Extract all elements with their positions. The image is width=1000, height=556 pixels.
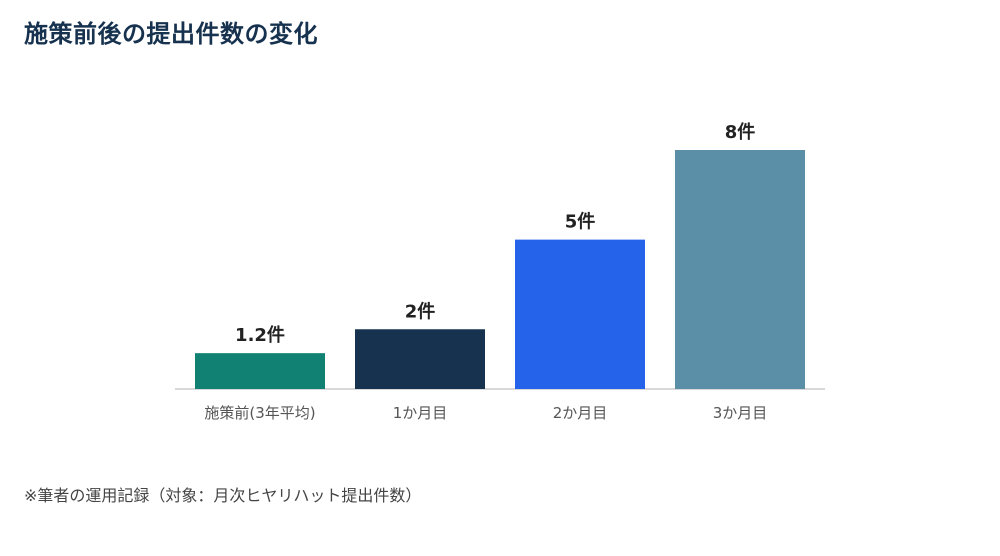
- x-tick-label-3: 3か月目: [713, 404, 768, 422]
- bar-1: [355, 329, 485, 389]
- bar-3: [675, 150, 805, 389]
- footnote: ※筆者の運用記録（対象：月次ヒヤリハット提出件数）: [24, 486, 422, 505]
- x-tick-label-1: 1か月目: [393, 404, 448, 422]
- bar-0: [195, 353, 325, 389]
- bar-2: [515, 239, 645, 389]
- data-label-2: 5件: [565, 211, 596, 233]
- data-label-1: 2件: [405, 300, 436, 322]
- x-tick-label-2: 2か月目: [553, 404, 608, 422]
- data-label-0: 1.2件: [235, 324, 285, 346]
- x-tick-label-0: 施策前(3年平均): [204, 404, 315, 422]
- page-title: 施策前後の提出件数の変化: [24, 20, 318, 48]
- data-label-3: 8件: [725, 121, 756, 143]
